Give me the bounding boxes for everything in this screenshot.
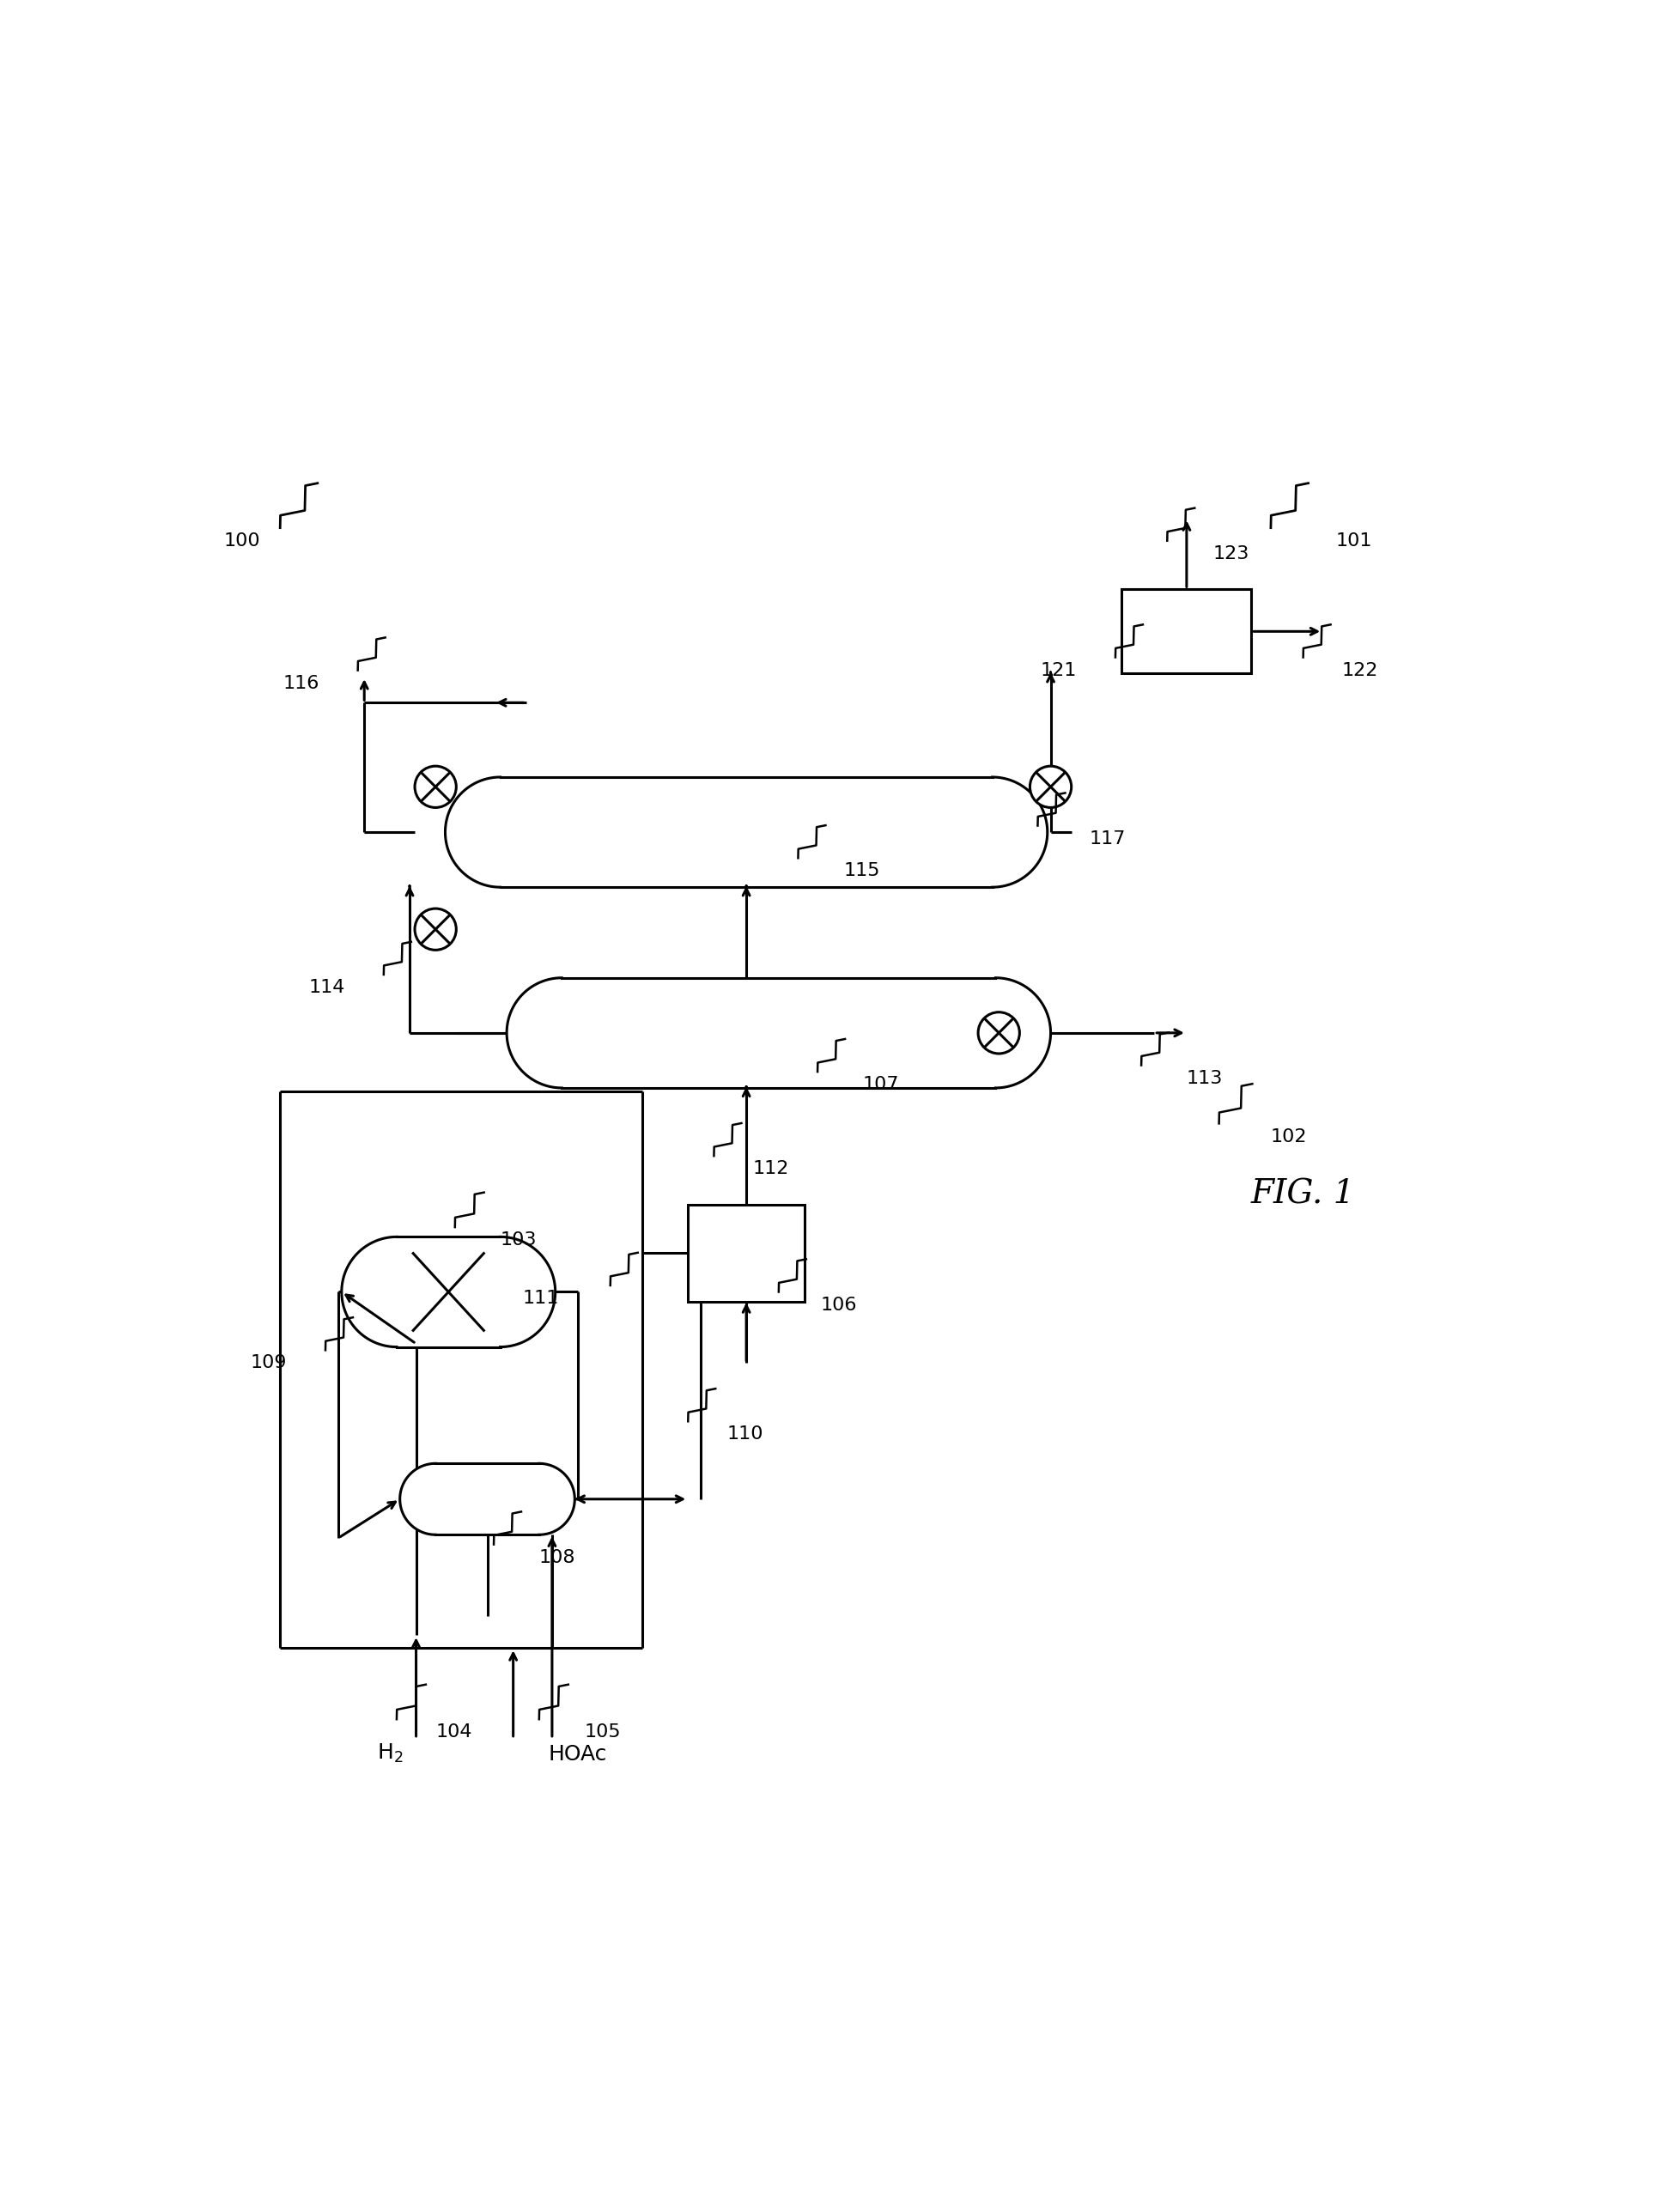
Text: 103: 103 xyxy=(500,1232,536,1250)
Bar xyxy=(1121,588,1252,672)
Text: 123: 123 xyxy=(1213,544,1248,562)
Text: 109: 109 xyxy=(251,1354,287,1371)
Text: 114: 114 xyxy=(309,980,344,995)
Text: 113: 113 xyxy=(1186,1071,1223,1086)
Text: 105: 105 xyxy=(585,1723,622,1741)
Polygon shape xyxy=(444,776,1048,887)
Text: 110: 110 xyxy=(727,1427,764,1442)
Circle shape xyxy=(414,765,456,807)
Circle shape xyxy=(1029,765,1071,807)
Text: 108: 108 xyxy=(540,1548,575,1566)
Text: HOAc: HOAc xyxy=(548,1743,607,1765)
Polygon shape xyxy=(506,978,1051,1088)
Text: 116: 116 xyxy=(282,675,319,692)
Bar xyxy=(688,1206,805,1301)
Text: 101: 101 xyxy=(1335,533,1372,549)
Text: 106: 106 xyxy=(820,1296,857,1314)
Polygon shape xyxy=(341,1237,555,1347)
Text: FIG. 1: FIG. 1 xyxy=(1252,1179,1355,1210)
Text: 111: 111 xyxy=(521,1290,558,1307)
Text: 100: 100 xyxy=(224,533,261,549)
Text: 104: 104 xyxy=(436,1723,471,1741)
Text: 121: 121 xyxy=(1039,661,1076,679)
Circle shape xyxy=(978,1013,1019,1053)
Text: 112: 112 xyxy=(752,1161,789,1177)
Text: H$_2$: H$_2$ xyxy=(378,1743,403,1765)
Text: 102: 102 xyxy=(1272,1128,1307,1146)
Text: 107: 107 xyxy=(862,1075,899,1093)
Circle shape xyxy=(414,909,456,949)
Text: 117: 117 xyxy=(1089,830,1126,847)
Text: 122: 122 xyxy=(1342,661,1379,679)
Polygon shape xyxy=(399,1464,575,1535)
Text: 115: 115 xyxy=(844,863,881,880)
